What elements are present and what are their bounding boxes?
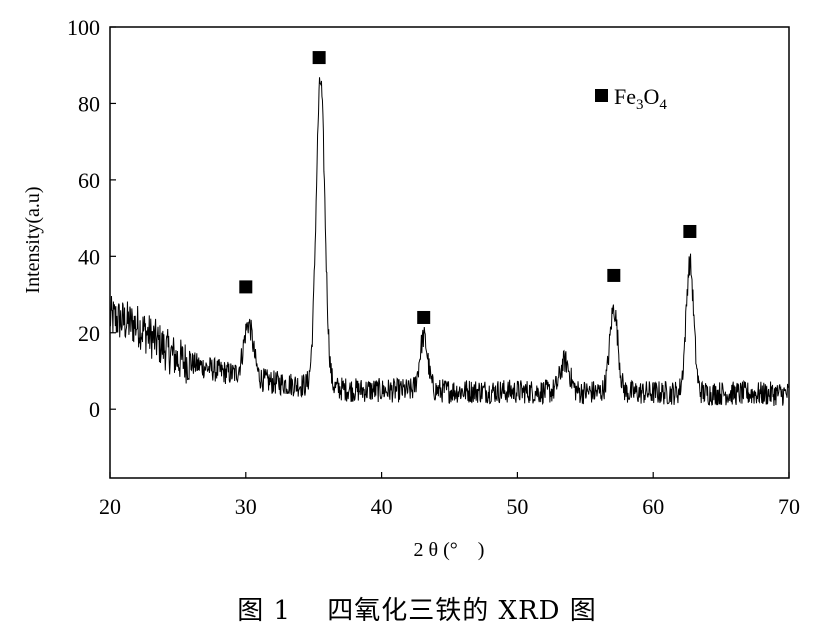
x-tick-label: 70 <box>778 494 800 519</box>
y-tick-label: 0 <box>89 397 100 422</box>
xrd-pattern-line <box>109 77 790 406</box>
peak-marker-square <box>683 224 697 238</box>
x-tick-label: 60 <box>642 494 664 519</box>
peak-markers <box>239 51 697 324</box>
y-tick-label: 80 <box>78 91 100 116</box>
peak-marker-square <box>312 51 326 65</box>
x-tick-label: 40 <box>371 494 393 519</box>
y-axis-ticks: 0 20 40 60 80 100 <box>67 15 116 422</box>
x-axis-title: 2 θ (° ) <box>414 539 485 561</box>
y-tick-label: 20 <box>78 321 100 346</box>
legend-marker-square <box>595 89 608 102</box>
y-axis-title: Intensity(a.u) <box>22 186 44 293</box>
y-tick-label: 100 <box>67 15 100 40</box>
plot-frame <box>109 26 790 479</box>
peak-marker-square <box>239 280 253 294</box>
x-axis-ticks: 20 30 40 50 60 70 <box>99 472 800 519</box>
xrd-chart: 0 20 40 60 80 100 20 30 40 50 60 70 Fe3O4 Intensit… <box>22 15 800 561</box>
x-tick-label: 50 <box>506 494 528 519</box>
peak-marker-square <box>607 268 621 282</box>
legend: Fe3O4 <box>595 84 667 113</box>
peak-marker-square <box>417 310 431 324</box>
x-tick-label: 20 <box>99 494 121 519</box>
x-tick-label: 30 <box>235 494 257 519</box>
y-tick-label: 60 <box>78 168 100 193</box>
legend-label: Fe3O4 <box>614 84 667 113</box>
figure-caption: 图 1 四氧化三铁的 XRD 图 <box>237 596 597 626</box>
y-tick-label: 40 <box>78 244 100 269</box>
